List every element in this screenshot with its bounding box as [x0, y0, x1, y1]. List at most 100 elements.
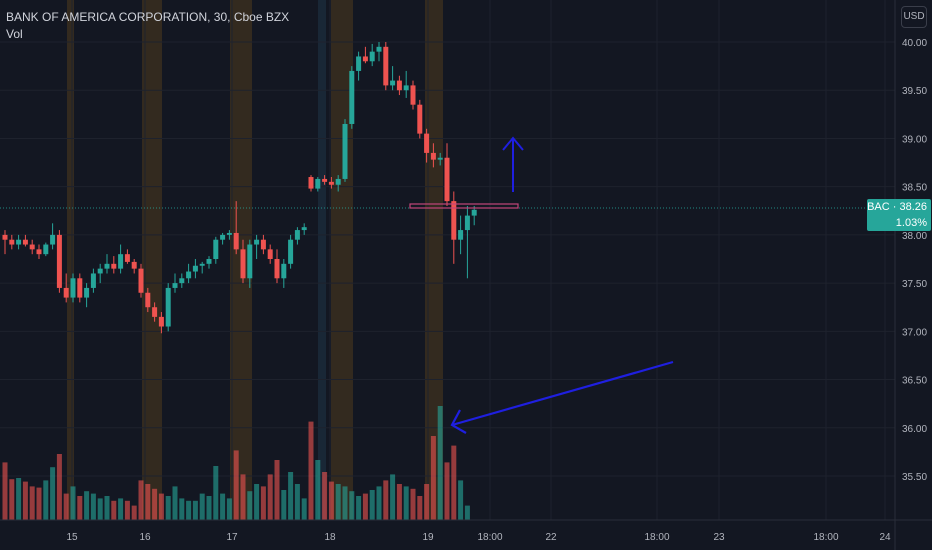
- candle-body[interactable]: [165, 287, 171, 327]
- candle-body[interactable]: [301, 227, 307, 231]
- candle-body[interactable]: [56, 234, 62, 288]
- candle-body[interactable]: [281, 263, 287, 279]
- session-band: [142, 0, 162, 520]
- candle-body[interactable]: [260, 239, 266, 250]
- candle-body[interactable]: [464, 215, 470, 231]
- arrow-volume-shaft[interactable]: [451, 360, 674, 427]
- candle-body[interactable]: [118, 254, 124, 269]
- candle-body[interactable]: [63, 287, 69, 298]
- price-tick-label: 37.00: [902, 327, 927, 338]
- volume-bar: [315, 460, 321, 520]
- volume-bar: [396, 484, 402, 520]
- candle-body[interactable]: [70, 278, 76, 298]
- candle-body[interactable]: [233, 232, 239, 250]
- candle-body[interactable]: [383, 46, 389, 86]
- volume-bar: [90, 493, 96, 520]
- candle-body[interactable]: [131, 261, 137, 269]
- candle-body[interactable]: [390, 80, 396, 86]
- candle-body[interactable]: [458, 230, 464, 240]
- volume-bar: [77, 496, 83, 520]
- candle-body[interactable]: [451, 201, 457, 240]
- candle-body[interactable]: [138, 268, 144, 293]
- candle-body[interactable]: [2, 234, 8, 240]
- candles: [2, 42, 477, 334]
- candle-body[interactable]: [104, 263, 110, 269]
- candle-body[interactable]: [22, 239, 28, 245]
- volume-bar: [118, 498, 124, 520]
- candle-body[interactable]: [410, 85, 416, 105]
- candle-body[interactable]: [97, 268, 103, 274]
- candle-body[interactable]: [29, 244, 35, 250]
- candle-body[interactable]: [362, 56, 368, 62]
- candle-body[interactable]: [294, 230, 300, 240]
- candle-body[interactable]: [16, 239, 22, 245]
- candle-body[interactable]: [471, 209, 477, 216]
- volume-bar: [464, 505, 470, 520]
- price-tick-label: 40.00: [902, 38, 927, 49]
- candle-body[interactable]: [90, 273, 96, 288]
- candle-body[interactable]: [111, 263, 117, 269]
- volume-bar: [199, 493, 205, 520]
- candle-body[interactable]: [288, 239, 294, 264]
- candle-body[interactable]: [84, 287, 90, 298]
- candle-body[interactable]: [356, 56, 362, 71]
- drawing-annotations[interactable]: [409, 136, 674, 434]
- volume-bar: [43, 480, 49, 520]
- candle-body[interactable]: [254, 239, 260, 245]
- candle-body[interactable]: [444, 157, 450, 202]
- candle-body[interactable]: [322, 178, 328, 182]
- candle-body[interactable]: [349, 70, 355, 124]
- candle-body[interactable]: [417, 104, 423, 134]
- last-price-label: BAC · 38.26 1.03%: [867, 199, 931, 231]
- candle-body[interactable]: [403, 85, 409, 91]
- symbol-title[interactable]: BANK OF AMERICA CORPORATION, 30, Cboe BZ…: [6, 10, 290, 24]
- candle-body[interactable]: [124, 254, 130, 262]
- currency-badge[interactable]: USD: [901, 6, 927, 28]
- volume-bar: [376, 486, 382, 520]
- candle-body[interactable]: [145, 292, 151, 308]
- grid-lines: [0, 0, 895, 520]
- candle-body[interactable]: [172, 283, 178, 288]
- candle-body[interactable]: [158, 316, 164, 327]
- time-tick-label: 18:00: [813, 532, 838, 543]
- candle-body[interactable]: [335, 178, 341, 185]
- candle-body[interactable]: [9, 239, 15, 245]
- candle-body[interactable]: [315, 178, 321, 189]
- candle-body[interactable]: [247, 244, 253, 279]
- candle-body[interactable]: [206, 259, 212, 264]
- candle-body[interactable]: [77, 278, 83, 298]
- candle-body[interactable]: [240, 249, 246, 279]
- candle-body[interactable]: [424, 133, 430, 153]
- volume-indicator-label[interactable]: Vol: [6, 27, 23, 41]
- volume-bar: [356, 496, 362, 520]
- price-tick-label: 35.50: [902, 472, 927, 483]
- candle-body[interactable]: [152, 307, 158, 317]
- candle-body[interactable]: [308, 177, 314, 189]
- chart-legend: BANK OF AMERICA CORPORATION, 30, Cboe BZ…: [6, 9, 289, 43]
- candle-body[interactable]: [342, 123, 348, 179]
- candle-body[interactable]: [328, 181, 334, 185]
- volume-bar: [322, 472, 328, 520]
- candle-body[interactable]: [43, 244, 49, 255]
- candle-body[interactable]: [36, 249, 42, 255]
- candle-body[interactable]: [226, 232, 232, 235]
- candle-body[interactable]: [179, 278, 185, 284]
- candle-body[interactable]: [213, 239, 219, 259]
- volume-bar: [390, 474, 396, 520]
- candle-body[interactable]: [376, 46, 382, 52]
- price-tick-label: 38.50: [902, 183, 927, 194]
- candle-body[interactable]: [50, 234, 56, 245]
- candle-body[interactable]: [220, 234, 226, 240]
- candle-body[interactable]: [192, 265, 198, 272]
- candle-body[interactable]: [199, 263, 205, 266]
- candle-body[interactable]: [369, 51, 375, 62]
- horizontal-range-box[interactable]: [409, 203, 519, 209]
- volume-bar: [294, 484, 300, 520]
- candle-body[interactable]: [437, 157, 443, 160]
- candle-body[interactable]: [274, 259, 280, 279]
- candle-body[interactable]: [267, 249, 273, 259]
- candle-body[interactable]: [396, 80, 402, 91]
- candle-body[interactable]: [186, 271, 192, 279]
- candle-body[interactable]: [430, 152, 436, 160]
